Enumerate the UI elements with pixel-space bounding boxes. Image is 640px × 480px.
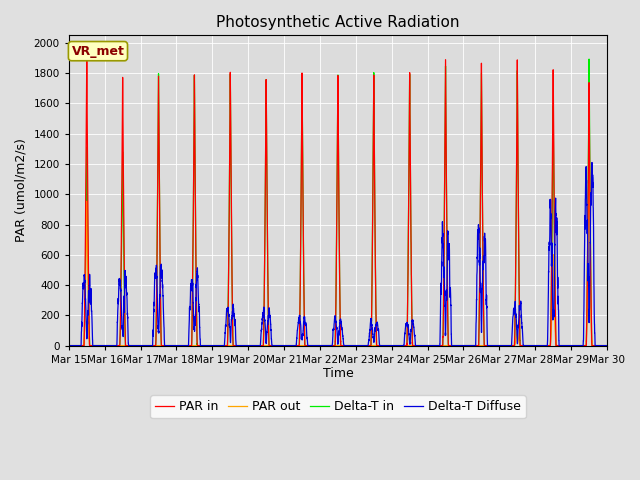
PAR in <box>574 343 582 348</box>
Delta-T Diffuse <box>65 343 73 348</box>
Delta-T in <box>458 343 466 348</box>
Delta-T Diffuse <box>376 343 383 348</box>
PAR out <box>580 343 588 348</box>
Delta-T in <box>319 343 327 348</box>
Line: Delta-T in: Delta-T in <box>69 59 607 346</box>
Delta-T in <box>580 343 588 348</box>
PAR in <box>474 343 481 348</box>
Delta-T Diffuse <box>248 343 255 348</box>
PAR in <box>65 343 73 348</box>
Line: PAR in: PAR in <box>69 55 607 346</box>
Y-axis label: PAR (umol/m2/s): PAR (umol/m2/s) <box>15 139 28 242</box>
PAR out <box>248 343 255 348</box>
PAR in <box>603 343 611 348</box>
Delta-T in <box>574 343 582 348</box>
Delta-T Diffuse <box>603 343 611 348</box>
Delta-T Diffuse <box>588 160 596 166</box>
Delta-T in <box>248 343 255 348</box>
Delta-T Diffuse <box>574 343 582 348</box>
Line: Delta-T Diffuse: Delta-T Diffuse <box>69 163 607 346</box>
Delta-T in <box>474 343 481 348</box>
PAR out <box>603 343 611 348</box>
PAR out <box>319 343 327 348</box>
Legend: PAR in, PAR out, Delta-T in, Delta-T Diffuse: PAR in, PAR out, Delta-T in, Delta-T Dif… <box>150 396 525 418</box>
PAR out <box>65 343 73 348</box>
Delta-T Diffuse <box>580 268 588 274</box>
PAR in <box>580 343 588 348</box>
Delta-T in <box>65 343 73 348</box>
X-axis label: Time: Time <box>323 367 353 381</box>
Delta-T Diffuse <box>474 241 481 247</box>
PAR out <box>574 343 582 348</box>
PAR in <box>320 343 328 348</box>
PAR out <box>474 343 481 348</box>
Delta-T in <box>585 56 593 62</box>
PAR in <box>458 343 466 348</box>
Line: PAR out: PAR out <box>69 147 607 346</box>
PAR in <box>83 52 91 58</box>
Delta-T Diffuse <box>458 343 466 348</box>
Text: VR_met: VR_met <box>72 45 124 58</box>
Title: Photosynthetic Active Radiation: Photosynthetic Active Radiation <box>216 15 460 30</box>
Delta-T in <box>603 343 611 348</box>
PAR out <box>585 144 593 150</box>
PAR in <box>248 343 255 348</box>
Delta-T Diffuse <box>319 343 327 348</box>
PAR out <box>458 343 466 348</box>
